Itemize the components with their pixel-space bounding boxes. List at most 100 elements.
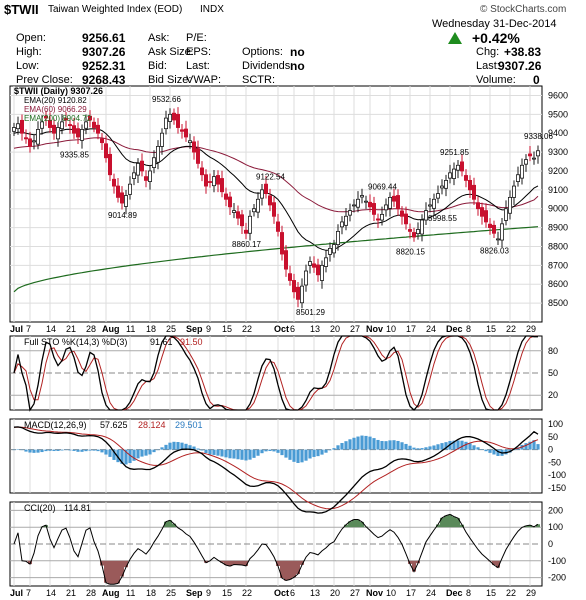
candle-body xyxy=(439,185,444,189)
macd-histogram-bar xyxy=(452,440,456,450)
candle-body xyxy=(175,113,180,128)
cci-overbought-fill xyxy=(168,520,172,528)
candle-body xyxy=(359,195,364,198)
ema200-line xyxy=(13,226,539,293)
cci-tick-label: 200 xyxy=(548,505,563,515)
macd-histogram-bar xyxy=(332,448,336,450)
candle-body xyxy=(127,183,132,195)
candle-body xyxy=(524,159,529,165)
date-tick-label: 9 xyxy=(206,324,211,334)
cci-overbought-fill xyxy=(524,525,528,528)
candle-body xyxy=(163,117,168,130)
candle-body xyxy=(64,118,69,121)
macd-histogram-bar xyxy=(244,449,248,461)
macd-histogram-bar xyxy=(20,449,24,451)
date-tick-label: Oct xyxy=(274,324,289,334)
candle-body xyxy=(516,174,521,182)
candle-body xyxy=(419,219,424,235)
candle-body xyxy=(315,264,320,276)
candle-body xyxy=(335,230,340,245)
candle-body xyxy=(351,204,356,207)
ema20-legend: EMA(20) 9120.82 xyxy=(24,96,87,105)
cci-oversold-fill xyxy=(224,560,228,566)
macd-histogram-bar xyxy=(36,449,40,453)
price-annotation: 8826.03 xyxy=(480,247,509,256)
candle-body xyxy=(355,198,360,208)
date-tick-label: Dec xyxy=(446,324,463,334)
macd-histogram-bar xyxy=(272,449,276,452)
macd-histogram-bar xyxy=(136,449,140,459)
macd-histogram-bar xyxy=(236,449,240,460)
macd-histogram-bar xyxy=(24,449,28,452)
candle-body xyxy=(423,210,428,221)
macd-histogram-bar xyxy=(204,449,208,454)
candle-body xyxy=(311,263,316,268)
macd-histogram-bar xyxy=(220,449,224,457)
cci-oversold-fill xyxy=(496,560,500,568)
candle-body xyxy=(528,153,533,157)
change-pct: +0.42% xyxy=(472,30,520,46)
date-tick-label: 25 xyxy=(166,588,176,598)
candle-body xyxy=(415,229,420,235)
cci-overbought-fill xyxy=(344,524,348,528)
date-tick-label: 11 xyxy=(126,324,135,334)
candle-body xyxy=(124,195,129,207)
macd-histogram-bar xyxy=(496,449,500,456)
macd-histogram-bar xyxy=(200,449,204,451)
candle-body xyxy=(491,224,496,234)
macd-histogram-bar xyxy=(184,443,188,450)
candle-body xyxy=(147,170,152,182)
candle-body xyxy=(327,247,332,255)
candle-body xyxy=(84,121,89,129)
macd-histogram-bar xyxy=(64,449,68,451)
candle-body xyxy=(512,185,517,198)
price-tick-label: 8600 xyxy=(548,279,568,289)
cci-overbought-fill xyxy=(356,519,360,528)
candle-body xyxy=(191,141,196,153)
date-tick-label: Sep xyxy=(186,588,203,598)
stoch-d-value: 91.50 xyxy=(180,337,203,347)
macd-histogram-bar xyxy=(376,439,380,450)
candle-body xyxy=(243,229,248,234)
candle-body xyxy=(263,183,268,195)
candle-body xyxy=(435,193,440,199)
candle-body xyxy=(187,140,192,144)
macd-histogram-bar xyxy=(40,449,44,453)
macd-histogram-bar xyxy=(524,443,528,450)
candle-body xyxy=(40,121,45,129)
cci-oversold-fill xyxy=(220,560,224,563)
stoch-legend: Full STO %K(14,3) %D(3) xyxy=(24,337,127,347)
date-tick-label: Nov xyxy=(366,324,383,334)
macd-histogram-bar xyxy=(140,449,144,457)
price-tick-label: 8500 xyxy=(548,298,568,308)
date-tick-label: 8 xyxy=(466,588,471,598)
candle-body xyxy=(36,129,41,145)
price-tick-label: 9400 xyxy=(548,128,568,138)
date-tick-label: Aug xyxy=(102,324,120,334)
macd-histogram-bar xyxy=(368,436,372,450)
macd-histogram-bar xyxy=(72,449,76,451)
macd-histogram-bar xyxy=(164,444,168,450)
cci-overbought-fill xyxy=(352,519,356,528)
cci-oversold-fill xyxy=(228,560,232,567)
candle-body xyxy=(451,168,456,179)
dividends-value: no xyxy=(290,59,305,73)
candle-body xyxy=(403,213,408,225)
sctr-label: SCTR: xyxy=(242,74,275,86)
macd-histogram-bar xyxy=(304,449,308,461)
candle-body xyxy=(203,174,208,187)
cci-overbought-fill xyxy=(436,524,440,528)
candle-body xyxy=(375,218,380,221)
eps-label: EPS: xyxy=(186,46,212,58)
macd-histogram-bar xyxy=(172,441,176,450)
stoch-k-line xyxy=(13,335,538,412)
open-label: Open: xyxy=(16,32,46,44)
date-tick-label: 6 xyxy=(290,324,295,334)
cci-overbought-fill xyxy=(448,514,452,528)
cci-oversold-fill xyxy=(100,560,104,566)
macd-histogram-bar xyxy=(328,449,332,451)
macd-tick-label: 0 xyxy=(548,445,553,455)
macd-histogram-bar xyxy=(380,440,384,450)
cci-overbought-fill xyxy=(536,524,540,528)
cci-tick-label: 0 xyxy=(548,539,553,549)
